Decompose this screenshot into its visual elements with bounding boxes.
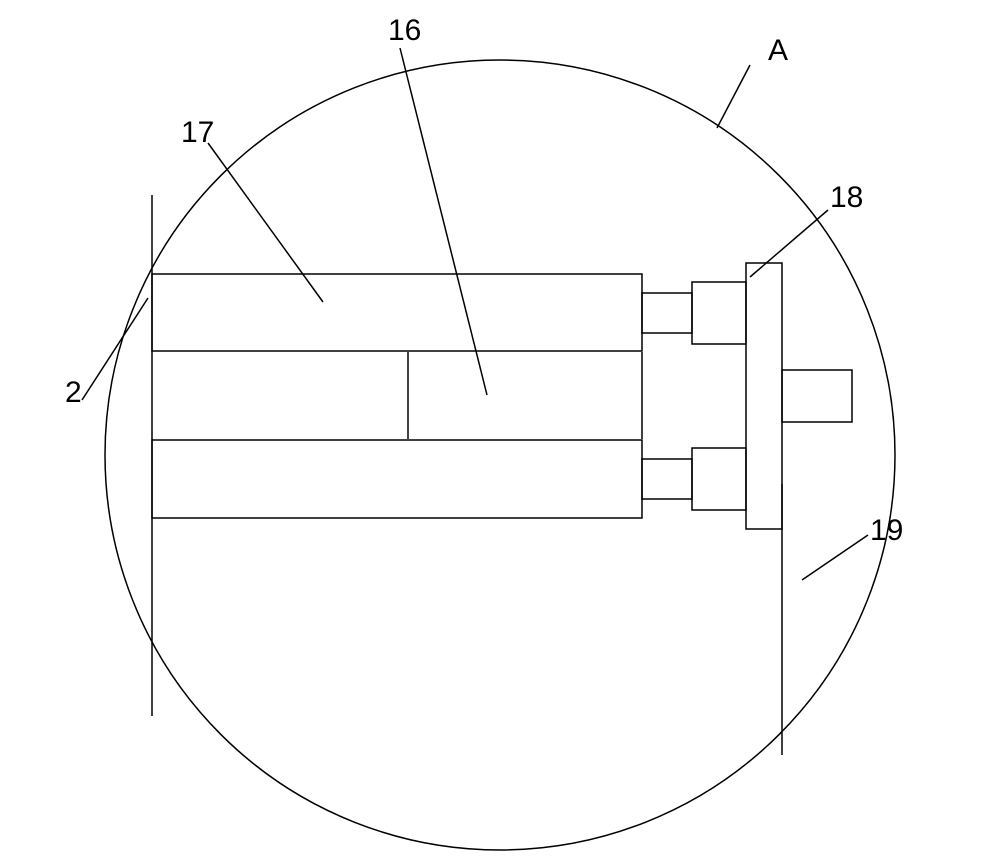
bottom-piston-head bbox=[692, 448, 746, 510]
label-19: 19 bbox=[870, 514, 903, 547]
label-A: A bbox=[768, 34, 788, 67]
mounting-plate bbox=[746, 263, 782, 529]
leader-18 bbox=[750, 210, 828, 277]
detail-circle bbox=[105, 60, 895, 850]
bottom-cylinder bbox=[152, 440, 642, 518]
label-texts: A 16 17 18 2 19 bbox=[65, 14, 903, 547]
leader-A bbox=[717, 65, 750, 128]
label-16: 16 bbox=[388, 14, 421, 47]
leader-19 bbox=[802, 535, 868, 580]
mechanical-assembly bbox=[152, 195, 852, 755]
output-shaft bbox=[782, 370, 852, 422]
technical-diagram: A 16 17 18 2 19 bbox=[0, 0, 1000, 862]
label-18: 18 bbox=[830, 181, 863, 214]
leader-16 bbox=[400, 48, 487, 395]
top-cylinder bbox=[152, 274, 642, 351]
leader-17 bbox=[208, 143, 323, 302]
leader-2 bbox=[82, 298, 148, 400]
bottom-piston-rod bbox=[642, 459, 692, 499]
top-piston-rod bbox=[642, 293, 692, 333]
label-17: 17 bbox=[181, 116, 214, 149]
top-piston-head bbox=[692, 282, 746, 344]
label-2: 2 bbox=[65, 376, 82, 409]
